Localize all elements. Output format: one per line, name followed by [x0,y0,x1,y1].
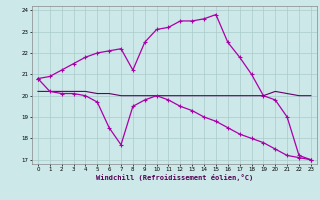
X-axis label: Windchill (Refroidissement éolien,°C): Windchill (Refroidissement éolien,°C) [96,174,253,181]
